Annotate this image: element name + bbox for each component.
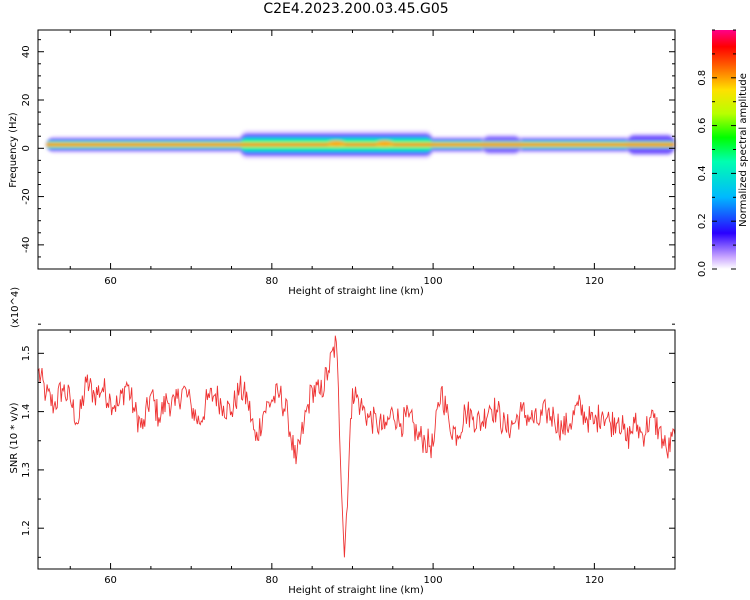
snr-multiplier-label: (x10^4) [10, 287, 21, 328]
spectral-hotspot [375, 140, 394, 147]
snr-axis-ticks: 60 80 100 120 1.2 1.3 1.4 1.5 [21, 323, 676, 586]
spectrogram-axis-ticks: 60 80 100 120 -40 -20 0 20 40 [21, 30, 676, 287]
colorbar-gradient [712, 30, 736, 269]
y-tick-label: -40 [21, 237, 32, 253]
colorbar-tick-label: 0.4 [697, 165, 708, 181]
snr-x-axis-label: Height of straight line (km) [288, 585, 424, 596]
y-tick-label: -20 [21, 188, 32, 204]
spectral-hotspot [327, 140, 346, 147]
spectrogram-frame [37, 29, 676, 270]
x-tick-label: 120 [585, 276, 604, 287]
spectrogram-x-axis-label: Height of straight line (km) [288, 286, 424, 297]
x-tick-label: 80 [265, 276, 278, 287]
x-tick-label: 80 [265, 575, 278, 586]
y-tick-label: 40 [21, 45, 32, 58]
colorbar-tick-label: 0.8 [697, 70, 708, 86]
x-tick-label: 100 [424, 276, 443, 287]
y-tick-label: 20 [21, 94, 32, 107]
colorbar-tick-label: 0.0 [697, 261, 708, 277]
y-tick-label: 1.3 [21, 462, 32, 478]
spectrogram-y-axis-label: Frequency (Hz) [8, 112, 19, 188]
y-tick-label: 1.2 [21, 520, 32, 536]
page-title: C2E4.2023.200.03.45.G05 [263, 1, 449, 17]
y-tick-label: 1.4 [21, 404, 32, 420]
colorbar-label: Normalized spectral amplitude [738, 73, 749, 227]
x-tick-label: 100 [424, 575, 443, 586]
colorbar-ticks: 0.0 0.2 0.4 0.6 0.8 [697, 29, 736, 277]
snr-y-axis-label: SNR (10 * v/v) [9, 402, 20, 473]
spectrogram-heatmap [46, 130, 675, 160]
y-tick-label: 0 [21, 145, 32, 151]
spectrogram-panel: 60 80 100 120 -40 -20 0 20 40 Height of straight… [8, 29, 676, 297]
spectral-band [46, 130, 675, 160]
colorbar-tick-label: 0.6 [697, 118, 708, 134]
snr-series-line [38, 335, 675, 558]
snr-panel: 60 80 100 120 1.2 1.3 1.4 1.5 Height of straigh… [9, 287, 676, 596]
colorbar-tick-label: 0.2 [697, 213, 708, 229]
x-tick-label: 120 [585, 575, 604, 586]
snr-frame [37, 329, 676, 570]
y-tick-label: 1.5 [21, 345, 32, 361]
spectral-band-core [46, 143, 675, 146]
x-tick-label: 60 [104, 276, 117, 287]
colorbar: 0.0 0.2 0.4 0.6 0.8 Normalized spectral ampl… [697, 29, 749, 277]
x-tick-label: 60 [104, 575, 117, 586]
